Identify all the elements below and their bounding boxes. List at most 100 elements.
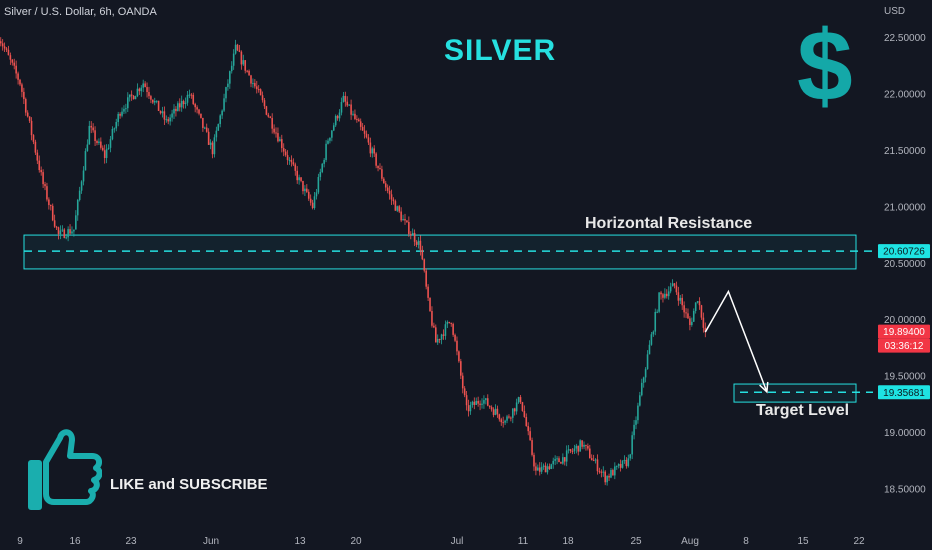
candle <box>660 290 662 300</box>
candle <box>30 117 33 141</box>
candle <box>132 95 135 100</box>
price-axis[interactable]: USD 22.50000 22.00000 21.50000 21.00000 20.50… <box>884 6 926 496</box>
candle <box>392 197 395 205</box>
candle <box>304 185 306 196</box>
candle <box>508 414 510 419</box>
candle <box>637 402 639 424</box>
candle <box>654 308 657 336</box>
candle <box>75 210 77 230</box>
candle <box>315 188 318 200</box>
candle <box>629 453 632 461</box>
candle <box>560 461 562 464</box>
y-tick-label: 22.00000 <box>884 90 926 101</box>
candle <box>200 113 202 119</box>
candle <box>458 350 460 363</box>
candle <box>336 114 339 121</box>
candle <box>286 150 289 165</box>
candle <box>550 463 553 470</box>
candle <box>677 286 680 306</box>
candle <box>296 166 298 184</box>
candle <box>404 213 406 225</box>
candle <box>429 297 431 312</box>
candle <box>227 79 229 91</box>
candle <box>691 317 693 327</box>
candle <box>515 398 518 415</box>
candle <box>700 304 703 320</box>
candle <box>342 92 345 103</box>
candle <box>386 184 389 194</box>
candle <box>100 137 102 150</box>
candle <box>606 475 608 486</box>
candle <box>435 324 437 343</box>
candle <box>600 469 603 478</box>
candle <box>44 181 46 191</box>
candle <box>506 414 508 424</box>
candle <box>483 395 485 409</box>
candle <box>0 37 2 47</box>
x-tick-label: Aug <box>681 536 699 547</box>
candle <box>350 99 352 120</box>
candle <box>263 97 266 110</box>
candle <box>28 116 31 123</box>
candle <box>340 97 343 116</box>
candle <box>40 166 42 176</box>
candle <box>240 50 243 70</box>
candle <box>571 448 574 455</box>
candle <box>423 258 426 273</box>
candle <box>65 233 67 240</box>
symbol-header: Silver / U.S. Dollar, 6h, OANDA <box>4 6 157 18</box>
candle <box>461 372 464 394</box>
x-tick-label: 23 <box>125 536 137 547</box>
candle <box>500 417 503 426</box>
candle <box>117 111 119 127</box>
projection-path <box>704 289 768 393</box>
candle <box>161 106 164 118</box>
candle <box>277 127 279 143</box>
candle <box>538 462 541 476</box>
candle <box>82 166 85 186</box>
candle <box>51 203 54 222</box>
candle <box>698 297 701 310</box>
candle <box>400 207 402 223</box>
candle <box>327 138 329 145</box>
candle <box>379 163 381 170</box>
candle <box>11 58 14 66</box>
time-axis[interactable]: 9 16 23 Jun 13 20 Jul 11 18 25 Aug 8 15 22 <box>17 536 865 547</box>
candle <box>569 448 572 454</box>
candle <box>608 473 610 481</box>
candle <box>592 454 595 462</box>
candle <box>332 122 335 132</box>
candle <box>209 139 212 150</box>
candle <box>685 308 687 318</box>
candle <box>552 457 555 469</box>
candle <box>527 422 529 436</box>
candle <box>631 431 633 460</box>
candle <box>498 413 501 422</box>
candle <box>417 236 420 249</box>
candle <box>671 279 674 287</box>
candle <box>42 169 44 189</box>
candle <box>513 407 516 416</box>
candle <box>348 104 350 106</box>
candle <box>338 109 341 122</box>
candle <box>381 165 383 182</box>
candle <box>415 240 418 248</box>
candle <box>134 95 137 100</box>
candle <box>267 112 270 118</box>
candle <box>648 340 651 355</box>
candle <box>288 157 291 165</box>
x-tick-label: 11 <box>518 536 529 547</box>
candle <box>367 134 370 146</box>
candle <box>317 173 320 195</box>
candle <box>635 416 637 430</box>
candle <box>34 139 37 156</box>
candle <box>471 400 474 408</box>
y-tick-label: 20.00000 <box>884 315 926 326</box>
candle <box>73 229 75 237</box>
candle <box>69 224 71 235</box>
candle <box>673 283 676 289</box>
candle <box>279 136 281 142</box>
candle <box>356 115 358 123</box>
candle <box>225 86 227 103</box>
